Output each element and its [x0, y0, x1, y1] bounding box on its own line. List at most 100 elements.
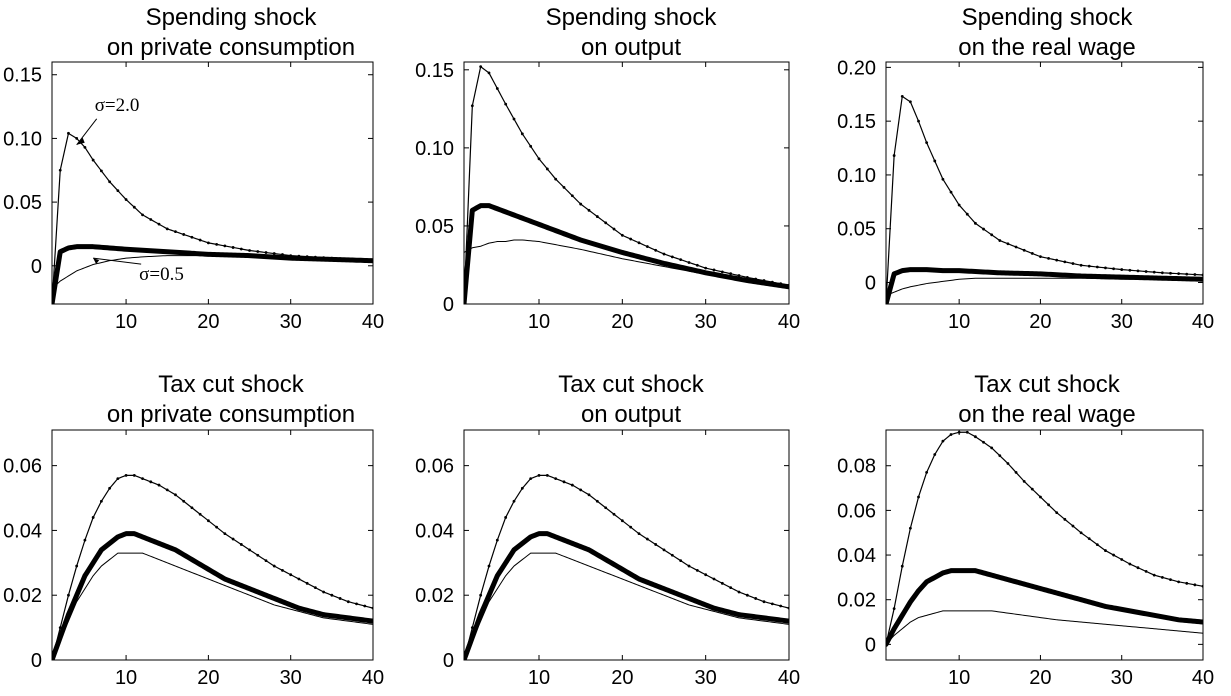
panel-title-line2: on private consumption — [106, 401, 356, 428]
series-marker — [1047, 503, 1050, 507]
annotation-label: σ=0.5 — [139, 264, 184, 285]
x-tick-label: 40 — [362, 311, 384, 333]
series-marker — [729, 586, 733, 590]
series-marker — [124, 198, 128, 201]
series-marker — [355, 602, 358, 606]
series-marker — [1022, 248, 1026, 252]
series-marker — [537, 157, 541, 161]
x-tick-label: 20 — [1029, 311, 1051, 333]
series-marker — [645, 245, 649, 248]
series-marker — [1120, 558, 1124, 561]
annotation-arrow — [76, 118, 98, 146]
x-tick-label: 40 — [778, 667, 800, 689]
series-marker — [520, 132, 524, 136]
chart-panel-2: 10 20 30 40 0 0.05 0.10 0.15 — [415, 60, 800, 333]
series-marker — [529, 477, 533, 480]
series-line-dotted — [464, 66, 789, 304]
series-line-dotted — [886, 95, 1203, 304]
series-marker — [1169, 271, 1172, 275]
series-marker — [637, 532, 641, 536]
x-tick-label: 30 — [280, 667, 302, 689]
series-marker — [141, 477, 144, 480]
series-marker — [1030, 487, 1034, 491]
series-marker — [198, 512, 202, 516]
series-marker — [58, 168, 62, 172]
series-marker — [770, 602, 774, 606]
x-tick-label: 40 — [362, 667, 384, 689]
series-marker — [579, 202, 583, 206]
series-marker — [1030, 252, 1034, 255]
y-tick-label: 0.05 — [415, 216, 454, 238]
panel-title: Spending shock on private consumption — [51, 3, 411, 63]
series-marker — [1152, 270, 1156, 274]
series-line-thin — [52, 552, 373, 660]
series-marker — [998, 239, 1002, 242]
series-marker — [654, 248, 658, 252]
series-marker — [1177, 272, 1181, 276]
series-marker — [562, 186, 566, 189]
series-marker — [670, 255, 674, 259]
series-line-dotted — [464, 474, 789, 660]
series-marker — [595, 215, 599, 218]
series-marker — [545, 473, 549, 477]
y-tick-label: 0.02 — [415, 585, 454, 607]
series-marker — [595, 499, 599, 503]
panel-title-line1: Spending shock — [961, 4, 1133, 31]
panel-title: Tax cut shock on output — [451, 370, 811, 430]
series-marker — [248, 249, 251, 252]
panel-title: Tax cut shock on private consumption — [51, 370, 411, 430]
y-tick-label: 0.10 — [837, 165, 876, 187]
series-marker — [990, 233, 994, 237]
series-marker — [1014, 471, 1018, 474]
chart-panel-3: 10 20 30 40 0 0.05 0.10 0.15 0.20 — [837, 57, 1214, 333]
axes-frame — [885, 61, 1204, 305]
y-tick-label: 0.02 — [3, 585, 42, 607]
panel-title-line2: on output — [580, 401, 682, 428]
series-group — [52, 131, 373, 304]
series-marker — [965, 212, 969, 216]
series-marker — [1128, 562, 1132, 566]
series-marker — [704, 266, 708, 270]
series-marker — [1104, 549, 1107, 552]
series-marker — [223, 532, 227, 536]
series-marker — [231, 537, 235, 541]
series-marker — [330, 593, 334, 597]
series-marker — [157, 483, 161, 487]
x-tick-label: 40 — [1192, 311, 1214, 333]
series-marker — [745, 593, 749, 597]
series-marker — [1087, 537, 1091, 541]
series-line-dotted — [886, 431, 1203, 645]
series-marker — [75, 137, 79, 140]
panel-title: Tax cut shock on the real wage — [867, 370, 1227, 430]
series-marker — [762, 600, 766, 604]
series-marker — [239, 247, 243, 251]
series-marker — [1144, 270, 1148, 273]
series-marker — [272, 564, 276, 568]
series-marker — [729, 272, 733, 276]
series-marker — [629, 525, 633, 529]
series-line-thick — [886, 568, 1203, 647]
series-marker — [712, 268, 716, 272]
chart-panel-5: 10 20 30 40 0 0.02 0.04 0.06 — [415, 429, 800, 689]
series-marker — [949, 190, 953, 194]
series-marker — [289, 573, 293, 577]
series-marker — [900, 564, 904, 568]
series-marker — [75, 564, 79, 568]
y-tick-label: 0.15 — [837, 111, 876, 133]
series-marker — [917, 495, 920, 499]
annotation-arrowhead — [76, 137, 85, 145]
series-marker — [132, 205, 136, 209]
series-marker — [313, 586, 317, 590]
series-marker — [908, 100, 912, 104]
series-marker — [1160, 271, 1164, 275]
series-line-dotted — [52, 474, 373, 660]
x-tick-label: 20 — [197, 311, 219, 333]
series-marker — [1193, 583, 1197, 587]
series-marker — [1079, 531, 1083, 535]
series-marker — [487, 564, 491, 568]
panel-title-line1: Tax cut shock — [158, 371, 304, 398]
x-tick-label: 30 — [1111, 667, 1133, 689]
series-marker — [737, 274, 741, 277]
series-marker — [662, 252, 666, 256]
y-tick-label: 0.06 — [415, 456, 454, 478]
